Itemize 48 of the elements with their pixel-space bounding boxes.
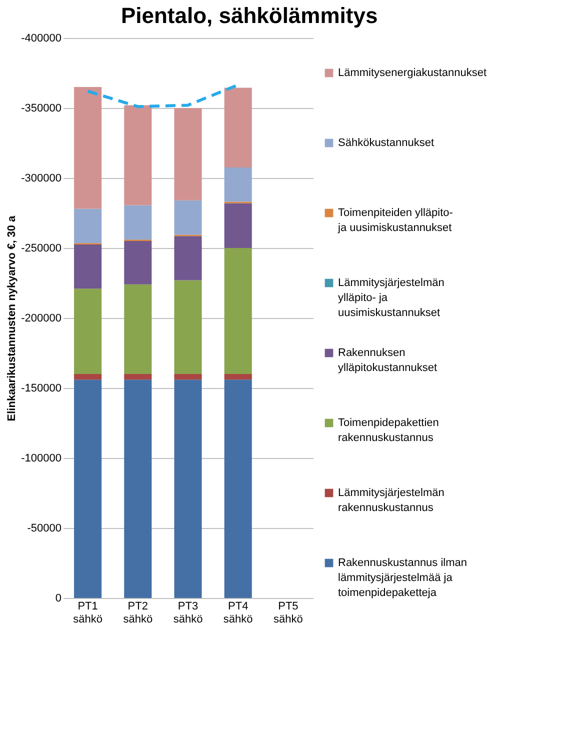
bar (174, 108, 202, 200)
y-tick-label: -100000 (21, 452, 62, 464)
bar (174, 200, 202, 235)
y-tick-label: -350000 (21, 102, 62, 114)
legend-label: Sähkökustannukset (338, 137, 434, 149)
bar (174, 374, 202, 380)
legend-label: Lämmitysjärjestelmän rakennuskustannus (338, 487, 444, 514)
bar (224, 88, 252, 168)
y-tick-label: -250000 (21, 242, 62, 254)
bar (124, 205, 152, 240)
x-tick-label: PT2 sähkö (123, 600, 153, 626)
legend-label: Lämmitysjärjestelmän ylläpito- ja uusimiskustannukset (338, 277, 444, 319)
bar (74, 208, 102, 244)
legend-label: Lämmitysenergiakustannukset (338, 67, 487, 79)
bar (174, 380, 202, 598)
bar (224, 374, 252, 380)
bar (224, 380, 252, 598)
bar (224, 203, 252, 248)
legend-label: Toimenpiteiden ylläpito- ja uusimiskustannukset (337, 207, 454, 234)
bar (124, 105, 152, 206)
bar (124, 284, 152, 374)
y-tick-label: -400000 (21, 32, 62, 44)
bar (124, 241, 152, 284)
bar (124, 380, 152, 598)
legend-label: Rakennuksen ylläpitokustannukset (338, 347, 438, 374)
x-tick-label: PT3 sähkö (173, 600, 203, 626)
bar (74, 244, 102, 289)
legend-label: Rakennuskustannus ilman lämmitysjärjestelmää ja toimenpidepaketteja (338, 557, 468, 599)
y-tick-label: -150000 (21, 382, 62, 394)
y-tick-label: 0 (55, 592, 62, 604)
bar (224, 248, 252, 374)
bar (74, 87, 102, 209)
y-tick-label: -50000 (27, 522, 62, 534)
bar (74, 288, 102, 374)
chart-title: Pientalo, sähkölämmitys (120, 3, 378, 28)
bar (124, 374, 152, 380)
bar (224, 168, 252, 202)
bar (74, 380, 102, 598)
bar (74, 374, 102, 380)
x-tick-label: PT1 sähkö (73, 600, 102, 626)
y-axis-title: Elinkaarikustannusten nykyarvo €, 30 a (6, 214, 18, 422)
bar (174, 236, 202, 280)
y-tick-label: -300000 (21, 172, 62, 184)
x-tick-label: PT5 sähkö (274, 600, 303, 626)
y-tick-label: -200000 (21, 312, 62, 324)
legend-label: Toimenpidepakettien rakennuskustannus (338, 417, 439, 444)
bar (174, 280, 202, 374)
x-tick-label: PT4 sähkö (223, 600, 253, 626)
